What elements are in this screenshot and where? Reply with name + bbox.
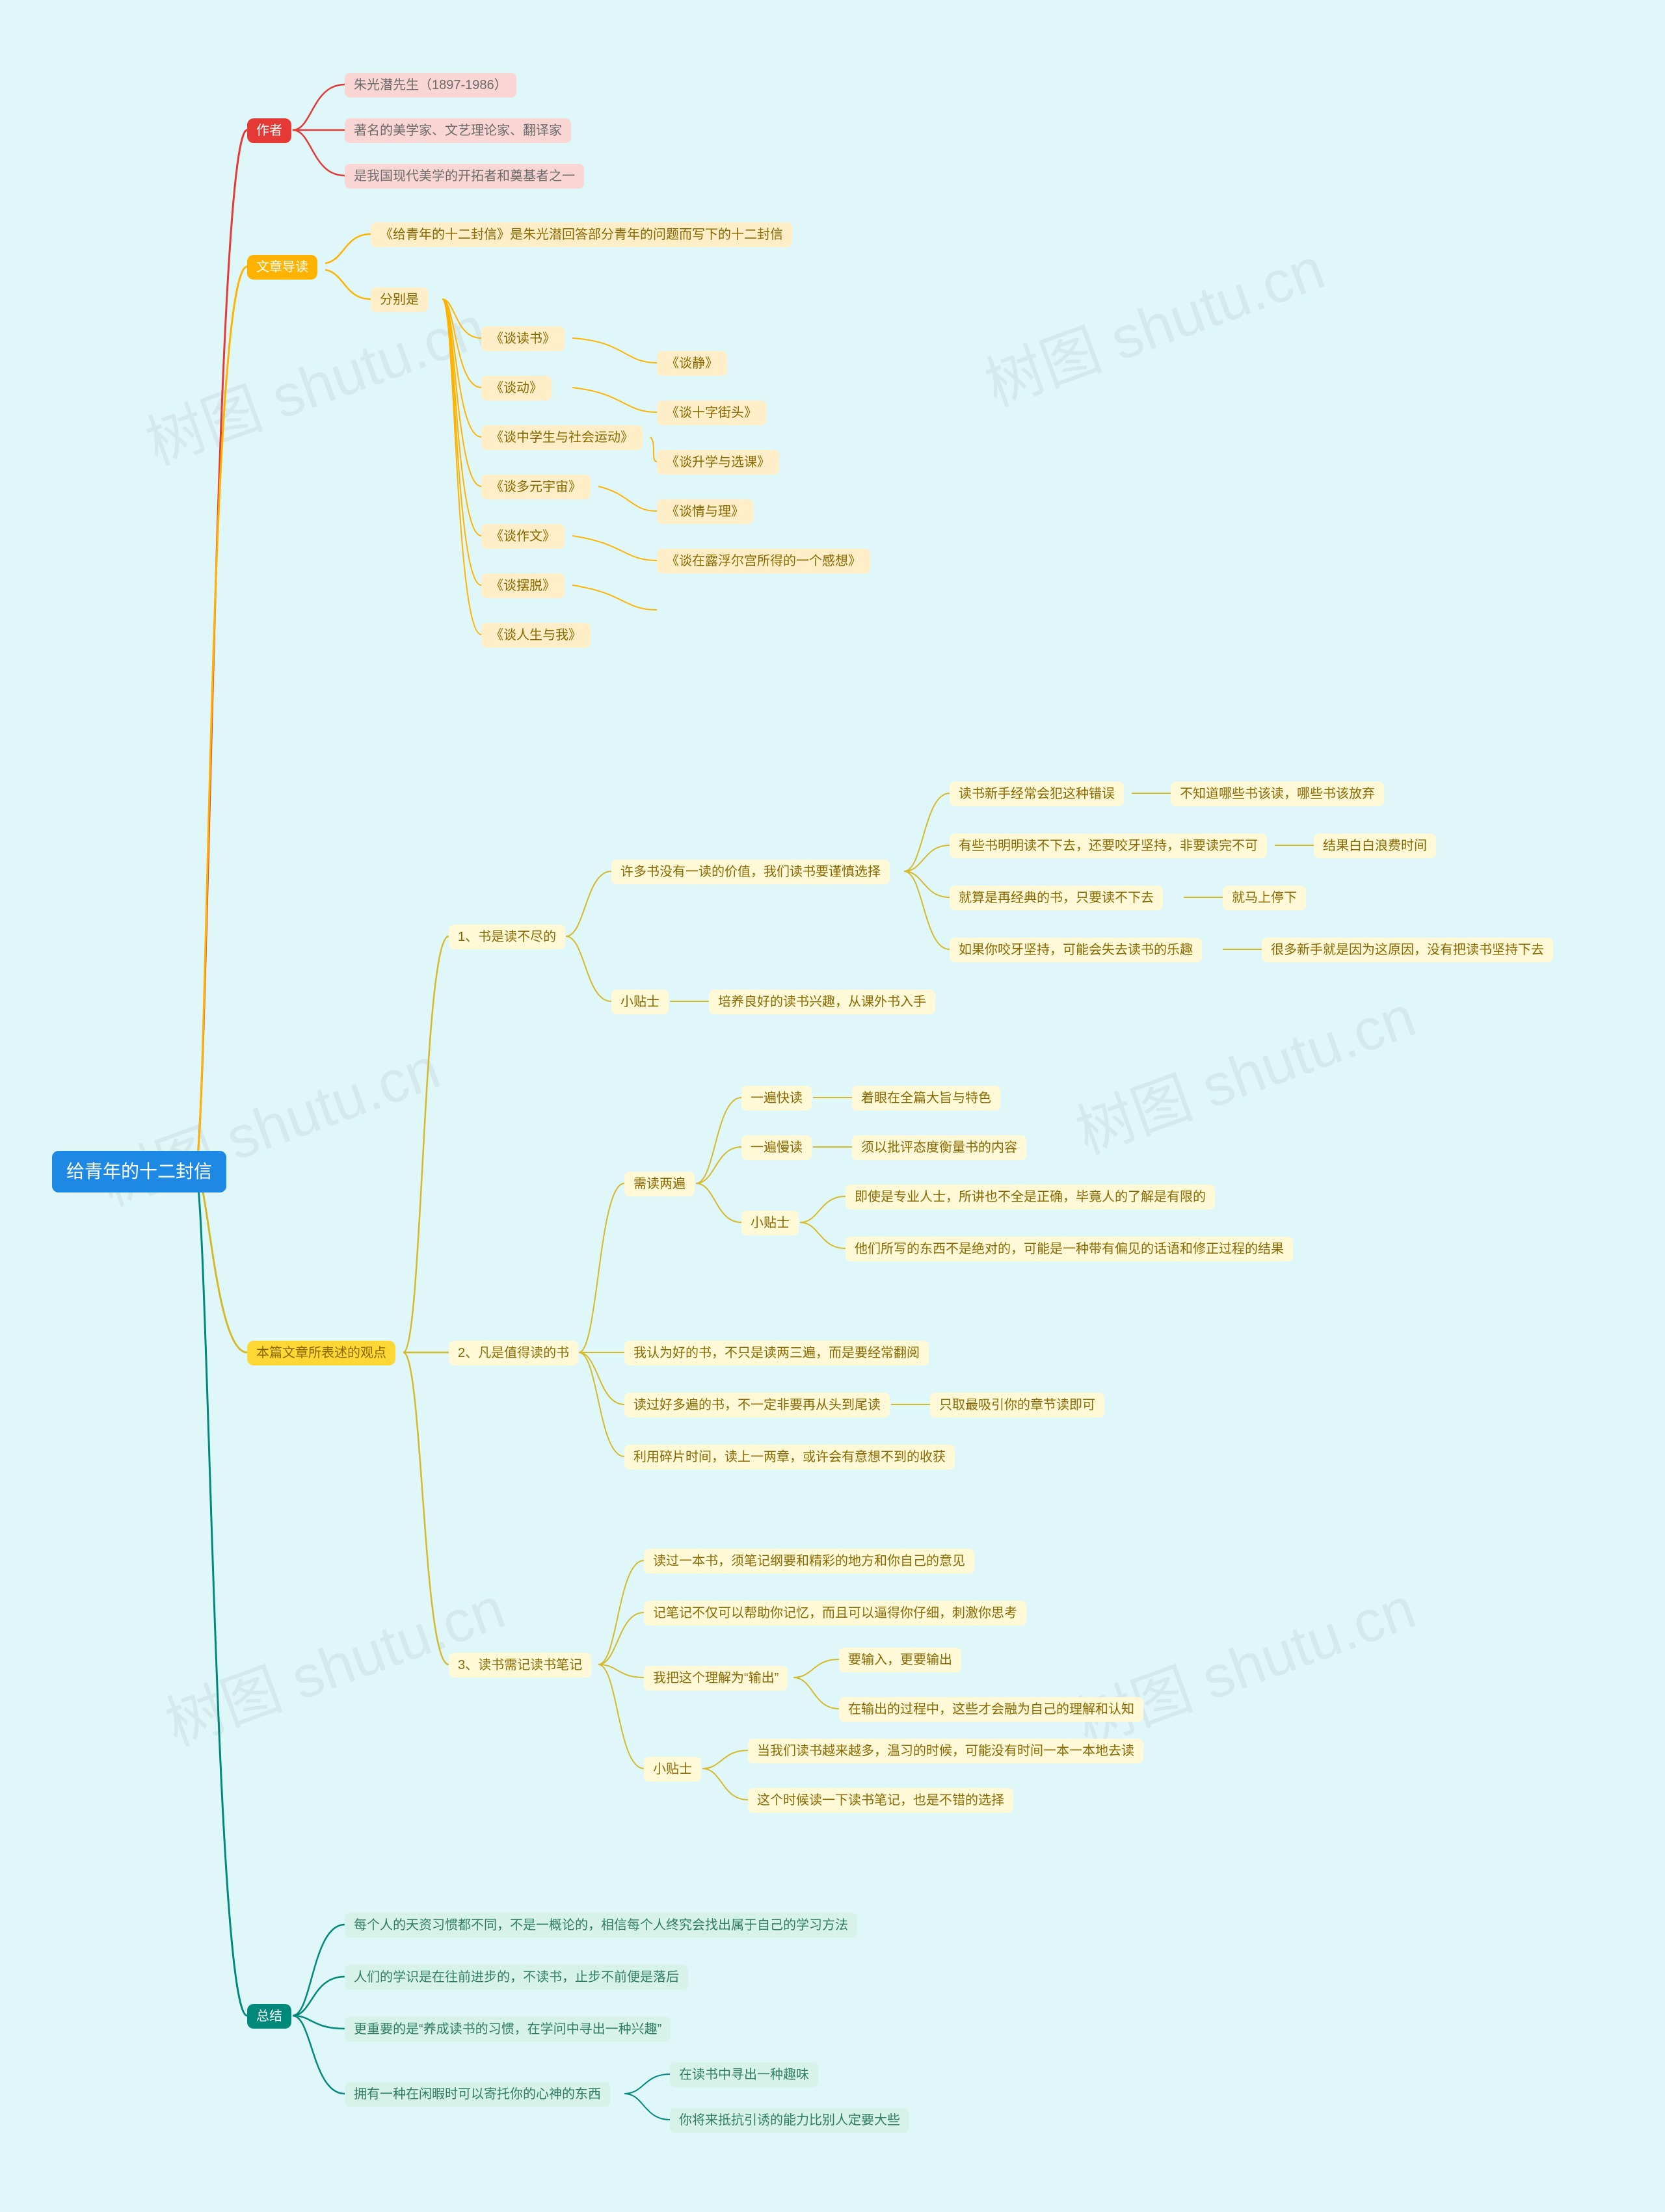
intro-topic: 《谈升学与选课》 — [657, 450, 779, 475]
views-p1-a: 许多书没有一读的价值，我们读书要谨慎选择 — [611, 860, 890, 884]
intro-topic: 《谈情与理》 — [657, 499, 753, 524]
views-p2-a-item: 一遍慢读 — [741, 1135, 812, 1160]
views-point-2: 2、凡是值得读的书 — [449, 1341, 578, 1365]
views-p1-a-item: 如果你咬牙坚持，可能会失去读书的乐趣 — [950, 938, 1202, 962]
views-p2-b: 我认为好的书，不只是读两三遍，而是要经常翻阅 — [624, 1341, 929, 1365]
watermark: 树图 shutu.cn — [972, 222, 1334, 423]
views-p1-a-item-r: 就马上停下 — [1223, 886, 1306, 910]
views-p1-a-item: 就算是再经典的书，只要读不下去 — [950, 886, 1163, 910]
views-p1-a-item: 有些书明明读不下去，还要咬牙坚持，非要读完不可 — [950, 834, 1267, 858]
views-p3-c: 我把这个理解为“输出” — [644, 1666, 788, 1691]
watermark: 树图 shutu.cn — [133, 280, 495, 481]
views-p1-tip: 小贴士 — [611, 990, 669, 1014]
views-p2-a-item-r: 着眼在全篇大旨与特色 — [852, 1086, 1000, 1111]
intro-topic: 《谈在露浮尔宫所得的一个感想》 — [657, 549, 870, 573]
summary-last-item: 在读书中寻出一种趣味 — [670, 2062, 818, 2087]
intro-topic: 《谈十字街头》 — [657, 401, 766, 425]
intro-topic: 《谈读书》 — [481, 326, 565, 351]
views-p2-a-item: 一遍快读 — [741, 1086, 812, 1111]
views-p2-d: 利用碎片时间，读上一两章，或许会有意想不到的收获 — [624, 1445, 955, 1469]
views-p2-tip-item: 即使是专业人士，所讲也不全是正确，毕竟人的了解是有限的 — [846, 1185, 1215, 1209]
branch-summary: 总结 — [247, 2004, 291, 2029]
views-p2-a-item-r: 须以批评态度衡量书的内容 — [852, 1135, 1026, 1160]
views-p3-tip: 小贴士 — [644, 1757, 701, 1782]
views-p2-tip: 小贴士 — [741, 1211, 799, 1235]
intro-topic: 《谈摆脱》 — [481, 573, 565, 598]
intro-topic: 《谈静》 — [657, 351, 727, 376]
views-p3-a: 读过一本书，须笔记纲要和精彩的地方和你自己的意见 — [644, 1549, 974, 1573]
intro-list-label: 分别是 — [371, 287, 428, 312]
views-point-1: 1、书是读不尽的 — [449, 925, 565, 949]
views-p3-tip-item: 当我们读书越来越多，温习的时候，可能没有时间一本一本地去读 — [748, 1739, 1143, 1763]
views-p1-a-item-r: 很多新手就是因为这原因，没有把读书坚持下去 — [1262, 938, 1553, 962]
summary-item: 人们的学识是在往前进步的，不读书，止步不前便是落后 — [345, 1965, 688, 1990]
intro-topic: 《谈人生与我》 — [481, 623, 591, 648]
intro-topic: 《谈多元宇宙》 — [481, 475, 591, 499]
branch-author: 作者 — [247, 118, 291, 143]
root-node: 给青年的十二封信 — [52, 1151, 226, 1192]
summary-item: 每个人的天资习惯都不同，不是一概论的，相信每个人终究会找出属于自己的学习方法 — [345, 1913, 857, 1938]
summary-last: 拥有一种在闲暇时可以寄托你的心神的东西 — [345, 2082, 610, 2107]
branch-views: 本篇文章所表述的观点 — [247, 1341, 395, 1365]
branch-intro: 文章导读 — [247, 255, 317, 280]
views-p3-c-item: 在输出的过程中，这些才会融为自己的理解和认知 — [839, 1697, 1143, 1722]
views-p3-c-item: 要输入，更要输出 — [839, 1648, 961, 1672]
views-p1-a-item-r: 不知道哪些书该读，哪些书该放弃 — [1171, 782, 1384, 806]
views-p2-c-r: 只取最吸引你的章节读即可 — [930, 1393, 1104, 1417]
views-p2-a: 需读两遍 — [624, 1172, 695, 1196]
views-p3-b: 记笔记不仅可以帮助你记忆，而且可以逼得你仔细，刺激你思考 — [644, 1601, 1026, 1626]
views-p1-tip-text: 培养良好的读书兴趣，从课外书入手 — [709, 990, 935, 1014]
watermark: 树图 shutu.cn — [1063, 969, 1425, 1170]
summary-last-item: 你将来抵抗引诱的能力比别人定要大些 — [670, 2108, 909, 2133]
summary-item: 更重要的是“养成读书的习惯，在学问中寻出一种兴趣” — [345, 2017, 671, 2042]
author-item: 是我国现代美学的开拓者和奠基者之一 — [345, 164, 584, 189]
watermark: 树图 shutu.cn — [1063, 1561, 1425, 1762]
intro-topic: 《谈动》 — [481, 376, 552, 401]
author-item: 朱光潜先生（1897-1986） — [345, 73, 516, 98]
views-p1-a-item-r: 结果白白浪费时间 — [1314, 834, 1436, 858]
intro-topic: 《谈作文》 — [481, 524, 565, 549]
views-p1-a-item: 读书新手经常会犯这种错误 — [950, 782, 1124, 806]
author-item: 著名的美学家、文艺理论家、翻译家 — [345, 118, 571, 143]
views-p2-c: 读过好多遍的书，不一定非要再从头到尾读 — [624, 1393, 890, 1417]
intro-desc: 《给青年的十二封信》是朱光潜回答部分青年的问题而写下的十二封信 — [371, 222, 792, 247]
links — [0, 0, 1665, 2212]
views-p3-tip-item: 这个时候读一下读书笔记，也是不错的选择 — [748, 1788, 1013, 1813]
views-p2-tip-item: 他们所写的东西不是绝对的，可能是一种带有偏见的话语和修正过程的结果 — [846, 1237, 1293, 1261]
intro-topic: 《谈中学生与社会运动》 — [481, 425, 643, 450]
views-point-3: 3、读书需记读书笔记 — [449, 1653, 591, 1678]
